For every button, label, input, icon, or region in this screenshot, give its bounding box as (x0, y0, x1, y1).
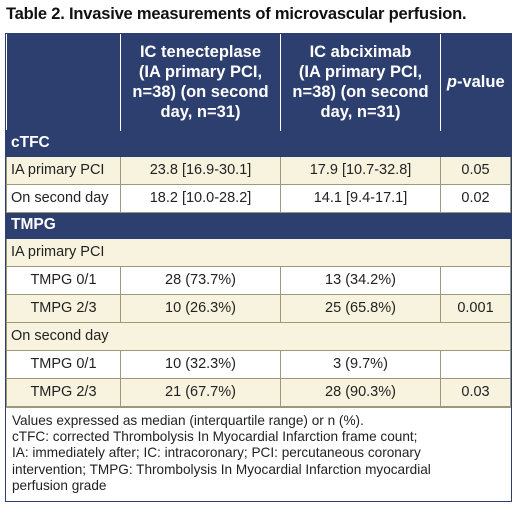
row-label: TMPG 0/1 (6, 349, 121, 379)
header-line: n=38) (on second (132, 82, 269, 101)
cell-p-value: 0.02 (440, 183, 511, 213)
cell-abciximab: 28 (90.3%) (280, 377, 441, 407)
p-italic: p (446, 72, 457, 91)
cell-abciximab: 13 (34.2%) (280, 265, 441, 295)
footnote-line: intervention; TMPG: Thrombolysis In Myoc… (12, 461, 431, 477)
section-header-ctfc: cTFC (6, 129, 511, 157)
cell-tenecteplase: 28 (73.7%) (120, 265, 281, 295)
cell-abciximab: 17.9 [10.7-32.8] (280, 155, 441, 185)
subgroup-header: IA primary PCI (6, 237, 511, 267)
cell-tenecteplase: 10 (32.3%) (120, 349, 281, 379)
row-label: IA primary PCI (6, 155, 121, 185)
row-label: TMPG 0/1 (6, 265, 121, 295)
table-row: TMPG 0/1 28 (73.7%) 13 (34.2%) (6, 265, 511, 295)
table-title: Table 2. Invasive measurements of microv… (6, 5, 467, 23)
footnote-line: IA: immediately after; IC: intracoronary… (12, 445, 421, 461)
cell-p-value: 0.001 (440, 293, 511, 323)
table-row: TMPG 2/3 21 (67.7%) 28 (90.3%) 0.03 (6, 377, 511, 407)
cell-tenecteplase: 21 (67.7%) (120, 377, 281, 407)
footnote-line: Values expressed as median (interquartil… (12, 412, 364, 428)
subgroup-label: On second day (6, 321, 511, 351)
header-line: IC tenecteplase (139, 42, 262, 61)
subgroup-label: IA primary PCI (6, 237, 511, 267)
subgroup-header: On second day (6, 321, 511, 351)
row-label: TMPG 2/3 (6, 377, 121, 407)
section-label: TMPG (6, 211, 511, 239)
p-rest: -value (456, 72, 505, 91)
cell-tenecteplase: 23.8 [16.9-30.1] (120, 155, 281, 185)
table-footnote: Values expressed as median (interquartil… (6, 406, 511, 501)
cell-tenecteplase: 10 (26.3%) (120, 293, 281, 323)
header-line: n=38) (on second (292, 82, 429, 101)
cell-p-value: 0.03 (440, 377, 511, 407)
header-line: day, n=31) (160, 102, 241, 121)
row-label: TMPG 2/3 (6, 293, 121, 323)
table-row: On second day 18.2 [10.0-28.2] 14.1 [9.4… (6, 183, 511, 213)
header-line: IC abciximab (309, 42, 412, 61)
data-table: IC tenecteplase (IA primary PCI, n=38) (… (6, 34, 511, 407)
row-label: On second day (6, 183, 121, 213)
section-header-tmpg: TMPG (6, 211, 511, 239)
footnote-line: perfusion grade (12, 478, 107, 494)
cell-p-value (440, 349, 511, 379)
header-abciximab: IC abciximab (IA primary PCI, n=38) (on … (280, 34, 441, 130)
table-row: TMPG 2/3 10 (26.3%) 25 (65.8%) 0.001 (6, 293, 511, 323)
section-label: cTFC (6, 129, 511, 157)
header-p-value: p-value (440, 34, 511, 130)
header-line: day, n=31) (320, 102, 401, 121)
header-line: (IA primary PCI, (298, 62, 423, 81)
cell-tenecteplase: 18.2 [10.0-28.2] (120, 183, 281, 213)
cell-abciximab: 14.1 [9.4-17.1] (280, 183, 441, 213)
table-container: IC tenecteplase (IA primary PCI, n=38) (… (5, 33, 512, 502)
cell-p-value: 0.05 (440, 155, 511, 185)
header-line: (IA primary PCI, (138, 62, 263, 81)
table-row: IA primary PCI 23.8 [16.9-30.1] 17.9 [10… (6, 155, 511, 185)
cell-abciximab: 3 (9.7%) (280, 349, 441, 379)
cell-abciximab: 25 (65.8%) (280, 293, 441, 323)
header-empty (6, 34, 121, 130)
cell-p-value (440, 265, 511, 295)
footnote-line: cTFC: corrected Thrombolysis In Myocardi… (12, 428, 418, 444)
header-tenecteplase: IC tenecteplase (IA primary PCI, n=38) (… (120, 34, 281, 130)
table-row: TMPG 0/1 10 (32.3%) 3 (9.7%) (6, 349, 511, 379)
